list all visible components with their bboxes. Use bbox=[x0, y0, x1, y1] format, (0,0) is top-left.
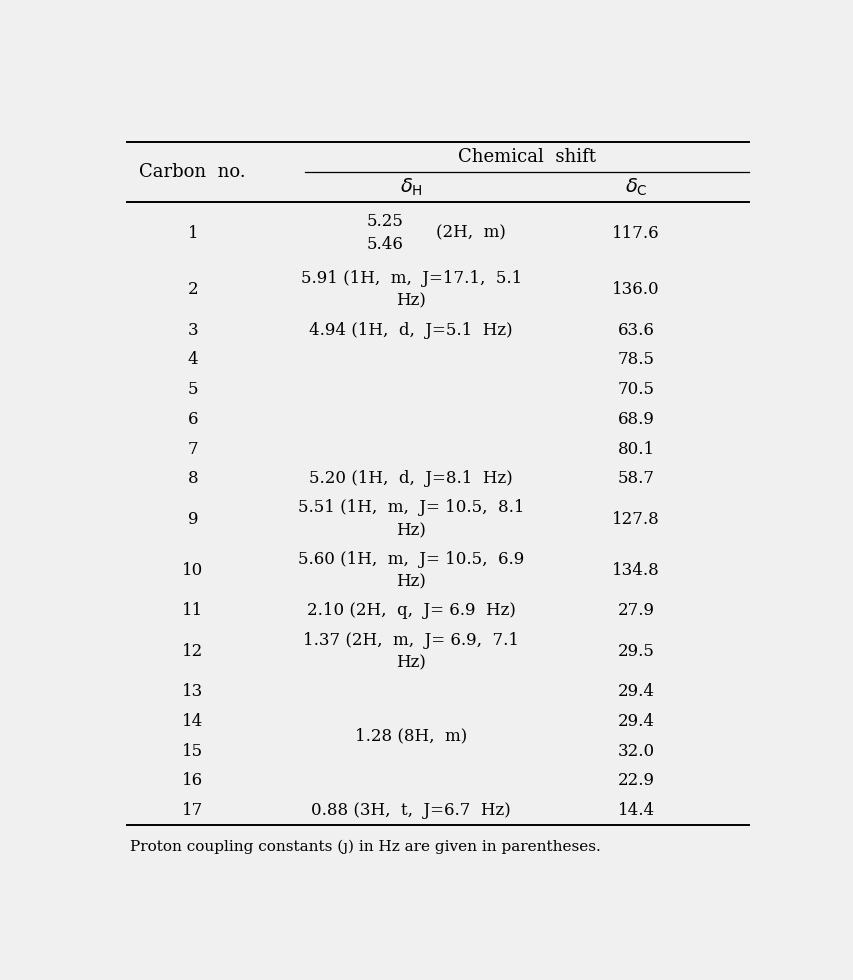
Text: (2H,  m): (2H, m) bbox=[435, 224, 505, 242]
Text: 68.9: 68.9 bbox=[617, 411, 654, 428]
Text: 5: 5 bbox=[188, 381, 198, 398]
Text: 1.37 (2H,  m,  J= 6.9,  7.1: 1.37 (2H, m, J= 6.9, 7.1 bbox=[303, 631, 519, 649]
Text: 17: 17 bbox=[182, 802, 203, 819]
Text: 4: 4 bbox=[188, 352, 198, 368]
Text: 6: 6 bbox=[188, 411, 198, 428]
Text: 8: 8 bbox=[188, 470, 198, 487]
Text: 22.9: 22.9 bbox=[617, 772, 654, 790]
Text: 32.0: 32.0 bbox=[617, 743, 654, 760]
Text: Carbon  no.: Carbon no. bbox=[139, 163, 246, 181]
Text: $\delta_{\mathrm{C}}$: $\delta_{\mathrm{C}}$ bbox=[624, 176, 647, 198]
Text: 3: 3 bbox=[188, 321, 198, 339]
Text: 14.4: 14.4 bbox=[617, 802, 654, 819]
Text: 127.8: 127.8 bbox=[612, 511, 659, 527]
Text: 78.5: 78.5 bbox=[617, 352, 654, 368]
Text: 5.51 (1H,  m,  J= 10.5,  8.1: 5.51 (1H, m, J= 10.5, 8.1 bbox=[298, 500, 524, 516]
Text: 80.1: 80.1 bbox=[617, 440, 654, 458]
Text: 5.46: 5.46 bbox=[366, 236, 403, 253]
Text: 29.4: 29.4 bbox=[617, 683, 654, 701]
Text: 136.0: 136.0 bbox=[612, 281, 659, 298]
Text: 2: 2 bbox=[188, 281, 198, 298]
Text: Hz): Hz) bbox=[396, 522, 426, 539]
Text: 58.7: 58.7 bbox=[617, 470, 654, 487]
Text: Hz): Hz) bbox=[396, 573, 426, 590]
Text: 1.28 (8H,  m): 1.28 (8H, m) bbox=[355, 728, 467, 745]
Text: 5.60 (1H,  m,  J= 10.5,  6.9: 5.60 (1H, m, J= 10.5, 6.9 bbox=[298, 551, 524, 567]
Text: 2.10 (2H,  q,  J= 6.9  Hz): 2.10 (2H, q, J= 6.9 Hz) bbox=[306, 603, 515, 619]
Text: 13: 13 bbox=[182, 683, 203, 701]
Text: 5.91 (1H,  m,  J=17.1,  5.1: 5.91 (1H, m, J=17.1, 5.1 bbox=[300, 270, 521, 287]
Text: 0.88 (3H,  t,  J=6.7  Hz): 0.88 (3H, t, J=6.7 Hz) bbox=[311, 802, 510, 819]
Text: 117.6: 117.6 bbox=[612, 224, 659, 242]
Text: 9: 9 bbox=[188, 511, 198, 527]
Text: Hz): Hz) bbox=[396, 293, 426, 310]
Text: Proton coupling constants (ȷ) in Hz are given in parentheses.: Proton coupling constants (ȷ) in Hz are … bbox=[130, 839, 600, 854]
Text: $\delta_{\mathrm{H}}$: $\delta_{\mathrm{H}}$ bbox=[399, 176, 422, 198]
Text: 12: 12 bbox=[182, 643, 203, 660]
Text: 14: 14 bbox=[182, 713, 203, 730]
Text: 15: 15 bbox=[182, 743, 203, 760]
Text: 29.4: 29.4 bbox=[617, 713, 654, 730]
Text: 16: 16 bbox=[182, 772, 203, 790]
Text: 29.5: 29.5 bbox=[617, 643, 654, 660]
Text: 5.20 (1H,  d,  J=8.1  Hz): 5.20 (1H, d, J=8.1 Hz) bbox=[309, 470, 513, 487]
Text: Hz): Hz) bbox=[396, 655, 426, 671]
Text: 7: 7 bbox=[188, 440, 198, 458]
Text: 5.25: 5.25 bbox=[366, 214, 403, 230]
Text: 70.5: 70.5 bbox=[617, 381, 654, 398]
Text: 27.9: 27.9 bbox=[617, 603, 654, 619]
Text: 4.94 (1H,  d,  J=5.1  Hz): 4.94 (1H, d, J=5.1 Hz) bbox=[309, 321, 513, 339]
Text: 1: 1 bbox=[188, 224, 198, 242]
Text: 11: 11 bbox=[182, 603, 203, 619]
Text: Chemical  shift: Chemical shift bbox=[457, 148, 595, 166]
Text: 10: 10 bbox=[182, 562, 203, 579]
Text: 134.8: 134.8 bbox=[612, 562, 659, 579]
Text: 63.6: 63.6 bbox=[617, 321, 654, 339]
